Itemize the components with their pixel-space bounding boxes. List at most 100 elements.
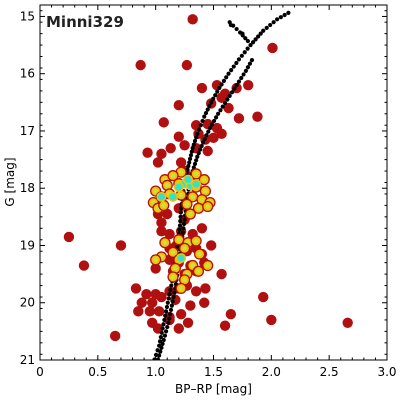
isochrone-point	[234, 60, 239, 66]
field-star-point	[223, 102, 234, 114]
isochrone-point	[192, 161, 198, 166]
isochrone-point	[160, 326, 165, 331]
member-point-core	[184, 202, 190, 207]
isochrone-point	[196, 127, 202, 132]
member-point-core	[165, 183, 170, 188]
isochrone-point	[166, 296, 171, 301]
isochrone-point	[236, 57, 242, 62]
member-point-core	[151, 200, 156, 205]
isochrone-point	[202, 114, 207, 119]
isochrone-point	[278, 15, 283, 20]
isochrone-point	[209, 122, 215, 127]
member-point-core	[173, 266, 178, 271]
isochrone-point	[195, 154, 200, 159]
isochrone-point	[241, 72, 246, 77]
isochrone-point	[222, 100, 228, 106]
isochrone-point	[205, 107, 210, 112]
isochrone-point	[239, 53, 244, 58]
field-star-point	[190, 286, 202, 297]
isochrone-point	[163, 309, 169, 314]
field-star-point	[216, 92, 227, 103]
isochrone-point	[168, 312, 173, 317]
x-tick-label: 1.5	[204, 365, 223, 379]
isochrone-point	[207, 126, 213, 131]
x-tick-label: 3.0	[377, 365, 396, 379]
field-star-point	[182, 317, 194, 328]
field-star-point	[153, 306, 165, 317]
isochrone-point	[253, 37, 258, 42]
isochrone-point	[245, 46, 250, 51]
isochrone-point	[231, 64, 236, 69]
field-star-point	[109, 330, 121, 342]
isochrone-point	[162, 317, 167, 323]
field-star-point	[267, 42, 278, 54]
plot-marks	[63, 10, 353, 360]
isochrone-point	[243, 36, 248, 41]
field-star-point	[266, 314, 277, 326]
isochrone-point	[159, 330, 164, 335]
isochrone-point	[187, 160, 192, 165]
isochrone-point	[163, 313, 168, 318]
member-point-core	[178, 286, 184, 291]
y-axis-label: G [mag]	[3, 157, 17, 206]
field-star-point	[208, 132, 219, 144]
member-point-core	[202, 177, 207, 182]
field-star-point	[146, 297, 158, 308]
isochrone-point	[248, 42, 253, 48]
isochrone-point	[282, 12, 287, 18]
field-star-point	[156, 291, 167, 303]
member-point-core	[170, 250, 176, 255]
isochrone-point	[191, 142, 196, 147]
field-star-point	[78, 260, 90, 271]
isochrone-point	[218, 108, 223, 113]
isochrone-point	[171, 294, 176, 300]
isochrone-point	[159, 345, 164, 350]
member-point-core	[196, 269, 201, 274]
isochrone-point	[214, 115, 219, 120]
isochrone-point	[202, 136, 207, 141]
field-star-point	[133, 306, 144, 317]
field-star-point	[158, 117, 169, 128]
isochrone-point	[203, 110, 209, 116]
member-point-core	[205, 263, 210, 268]
x-tick-label: 0.5	[88, 365, 107, 379]
isochrone-point	[243, 68, 248, 73]
isochrone-point	[236, 79, 242, 84]
member-point-core	[170, 274, 176, 280]
y-tick-label: 16	[20, 67, 35, 81]
x-tick-label: 0	[36, 365, 44, 379]
member-point-core	[188, 211, 193, 217]
field-star-point	[152, 157, 164, 168]
field-star-point	[173, 100, 184, 111]
isochrone-point	[207, 103, 212, 109]
field-star-point	[173, 323, 184, 334]
isochrone-point	[234, 83, 239, 88]
chart-title: Minni329	[46, 13, 124, 31]
axis-ticks: 0 0.5 1.0 1.5 2.0 2.5 3.0 15 16 17 18 19 20 21	[20, 5, 397, 379]
isochrone-point	[268, 22, 273, 28]
isochrone-point	[211, 96, 216, 101]
isochrone-point	[211, 118, 217, 124]
isochrone-point	[204, 133, 209, 138]
isochrone-point	[158, 334, 163, 340]
field-star-point	[142, 147, 153, 158]
isochrone-point	[180, 230, 185, 235]
isochrone-point	[216, 111, 221, 116]
member-high-point	[157, 193, 166, 201]
isochrone-point	[228, 22, 233, 28]
field-star-point	[205, 240, 217, 251]
isochrone-point	[221, 78, 227, 83]
isochrone-point	[198, 123, 203, 128]
isochrone-point	[169, 303, 174, 308]
y-tick-label: 15	[20, 9, 35, 23]
field-star-point	[187, 14, 198, 25]
isochrone-point	[168, 287, 173, 292]
isochrone-point	[275, 17, 280, 22]
x-tick-label: 1.0	[146, 365, 165, 379]
field-star-point	[150, 263, 161, 274]
isochrone-point	[182, 217, 187, 222]
field-star-point	[175, 308, 187, 320]
isochrone-point	[209, 100, 214, 105]
field-star-point	[219, 320, 231, 331]
